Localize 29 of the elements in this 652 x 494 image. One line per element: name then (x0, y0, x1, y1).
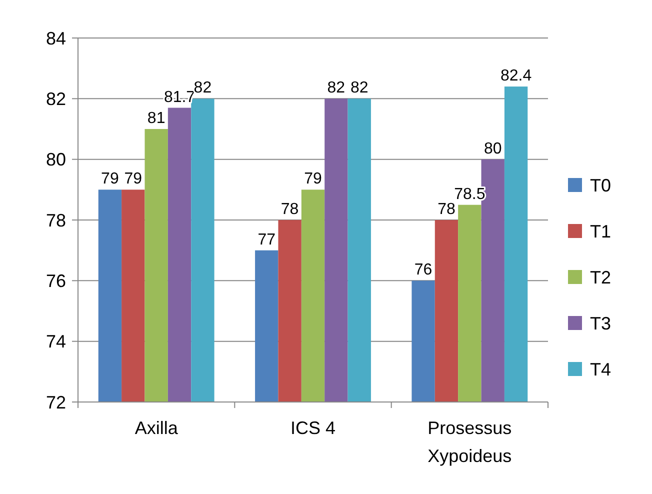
legend-label: T0 (590, 175, 612, 196)
data-label: 77 (258, 231, 276, 248)
data-label: 79 (304, 170, 322, 188)
x-tick-label: Axilla (134, 418, 179, 438)
y-tick-label: 76 (46, 270, 66, 291)
legend-label: T1 (590, 221, 612, 242)
y-tick-label: 72 (46, 392, 66, 412)
data-label: 79 (101, 170, 119, 188)
data-label: 82 (350, 80, 368, 97)
y-tick-label: 78 (46, 210, 66, 230)
y-tick-label: 84 (46, 28, 66, 48)
legend-label: T2 (590, 267, 612, 288)
x-tick-label: Prosessus Xypoideus (428, 418, 512, 466)
x-tick-label: ICS 4 (290, 418, 336, 438)
legend-label: T4 (590, 359, 612, 380)
data-label: 81 (147, 110, 166, 127)
y-tick-label: 80 (46, 150, 66, 170)
data-label: 78 (280, 201, 299, 218)
y-tick-label: 82 (46, 88, 66, 109)
data-label: 76 (414, 262, 432, 279)
legend-label: T3 (590, 313, 612, 334)
data-label: 78 (438, 201, 456, 218)
data-label: 82 (194, 80, 212, 97)
data-label: 79 (124, 170, 142, 188)
data-label: 81.7 (164, 88, 196, 106)
data-label: 82 (327, 80, 346, 97)
data-label: 80 (484, 140, 502, 158)
y-tick-label: 74 (46, 332, 66, 352)
data-label: 82.4 (500, 68, 532, 85)
